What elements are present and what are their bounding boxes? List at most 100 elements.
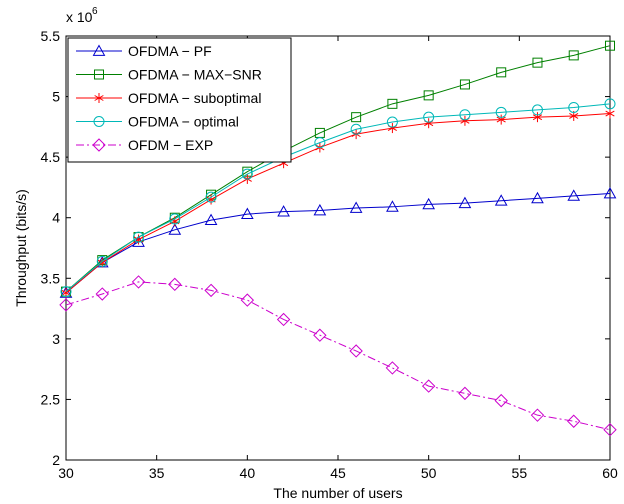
y-tick-label: 2.5 bbox=[41, 391, 61, 407]
data-point-diamond bbox=[276, 312, 291, 327]
asterisk-stroke bbox=[496, 116, 506, 123]
series-layer bbox=[59, 40, 617, 437]
x-tick-label: 50 bbox=[421, 465, 437, 481]
y-tick-label: 5.5 bbox=[41, 28, 61, 44]
data-point-asterisk bbox=[496, 114, 506, 125]
y-tick-label: 2 bbox=[52, 452, 60, 468]
x-tick-label: 45 bbox=[330, 465, 346, 481]
data-point-triangle bbox=[422, 197, 436, 210]
data-point-circle bbox=[350, 123, 362, 135]
y-exponent-text: 6 bbox=[92, 6, 98, 17]
data-point-diamond bbox=[494, 393, 508, 408]
legend-label: OFDMA − MAX−SNR bbox=[128, 67, 262, 83]
x-tick-label: 60 bbox=[602, 465, 618, 481]
data-point-diamond bbox=[95, 287, 109, 301]
series-diamond bbox=[59, 275, 617, 437]
asterisk-stroke bbox=[97, 259, 107, 266]
data-point-circle bbox=[568, 101, 580, 113]
x-tick-label: 55 bbox=[512, 465, 528, 481]
y-tick-label: 4.5 bbox=[41, 149, 61, 165]
series-asterisk bbox=[61, 108, 615, 298]
data-point-circle bbox=[314, 137, 326, 149]
series-line-circle bbox=[65, 103, 611, 292]
asterisk-stroke bbox=[532, 114, 543, 121]
data-point-square bbox=[496, 67, 507, 78]
data-point-diamond bbox=[131, 275, 146, 289]
data-point-triangle bbox=[204, 213, 218, 226]
data-point-circle bbox=[96, 255, 108, 267]
data-point-square bbox=[532, 57, 543, 68]
asterisk-stroke bbox=[605, 110, 615, 117]
data-point-diamond bbox=[458, 386, 472, 401]
data-point-circle bbox=[459, 109, 471, 121]
data-point-asterisk bbox=[605, 108, 615, 119]
data-point-circle bbox=[60, 286, 72, 298]
data-point-square bbox=[605, 40, 615, 51]
data-point-triangle bbox=[567, 189, 581, 201]
data-point-square bbox=[459, 79, 470, 90]
data-point-asterisk bbox=[532, 112, 543, 123]
data-point-circle bbox=[423, 111, 435, 123]
legend-entry-asterisk: OFDMA − suboptimal bbox=[76, 90, 261, 106]
y-tick-label: 3.5 bbox=[41, 270, 61, 286]
asterisk-stroke bbox=[94, 95, 104, 101]
data-point-triangle bbox=[458, 196, 472, 209]
legend-entry-diamond: OFDM − EXP bbox=[76, 137, 213, 153]
legend-items: OFDMA − PF OFDMA − MAX−SNR OFDMA − subopti… bbox=[76, 43, 262, 153]
data-point-square bbox=[568, 50, 579, 61]
data-point-circle bbox=[495, 106, 507, 118]
legend: OFDMA − PF OFDMA − MAX−SNR OFDMA − subopti… bbox=[67, 37, 292, 163]
legend-label: OFDMA − suboptimal bbox=[128, 90, 261, 106]
data-point-diamond bbox=[530, 408, 545, 422]
data-point-square bbox=[423, 90, 434, 101]
data-point-circle bbox=[604, 98, 616, 110]
data-point-triangle bbox=[168, 223, 182, 235]
series-line-asterisk bbox=[65, 113, 611, 294]
data-point-diamond bbox=[603, 423, 617, 437]
legend-box bbox=[67, 37, 292, 163]
data-point-diamond bbox=[567, 414, 581, 428]
asterisk-stroke bbox=[61, 289, 71, 296]
series-line-square bbox=[65, 45, 611, 292]
data-point-triangle bbox=[386, 200, 399, 212]
data-point-diamond bbox=[349, 344, 363, 358]
x-tick-label: 30 bbox=[58, 465, 74, 481]
data-point-diamond bbox=[385, 361, 400, 375]
data-point-triangle bbox=[349, 201, 363, 213]
legend-marker-asterisk bbox=[94, 93, 104, 103]
data-point-circle bbox=[205, 191, 217, 203]
data-point-triangle bbox=[531, 191, 544, 204]
y-tick-label: 4 bbox=[52, 210, 60, 226]
data-point-circle bbox=[531, 104, 543, 116]
data-point-diamond bbox=[240, 293, 255, 307]
data-point-diamond bbox=[313, 328, 327, 342]
legend-entry-circle: OFDMA − optimal bbox=[76, 114, 239, 130]
data-point-circle bbox=[169, 213, 181, 225]
x-axis-label: The number of users bbox=[273, 485, 402, 501]
asterisk-stroke bbox=[569, 113, 579, 119]
data-point-diamond bbox=[421, 379, 436, 393]
series-line-diamond bbox=[65, 281, 611, 431]
data-point-circle bbox=[386, 116, 398, 128]
series-line-triangle bbox=[65, 192, 611, 294]
data-point-triangle bbox=[240, 207, 254, 219]
legend-label: OFDM − EXP bbox=[128, 137, 213, 153]
data-point-triangle bbox=[277, 205, 290, 217]
legend-entry-square: OFDMA − MAX−SNR bbox=[76, 67, 262, 83]
legend-marker-circle bbox=[93, 116, 105, 127]
y-tick-label: 5 bbox=[52, 89, 60, 105]
legend-entry-triangle: OFDMA − PF bbox=[76, 43, 212, 59]
y-axis-label: Throughput (bits/s) bbox=[13, 189, 29, 307]
data-point-diamond bbox=[204, 283, 218, 298]
data-point-square bbox=[351, 112, 362, 123]
data-point-square bbox=[387, 98, 398, 109]
data-point-diamond bbox=[59, 298, 73, 312]
data-point-circle bbox=[241, 168, 253, 180]
data-point-triangle bbox=[313, 203, 327, 216]
x-tick-label: 40 bbox=[240, 465, 256, 481]
legend-marker-diamond bbox=[92, 138, 106, 152]
legend-label: OFDMA − PF bbox=[128, 43, 212, 59]
legend-marker-square bbox=[94, 69, 104, 80]
data-point-diamond bbox=[168, 277, 182, 292]
